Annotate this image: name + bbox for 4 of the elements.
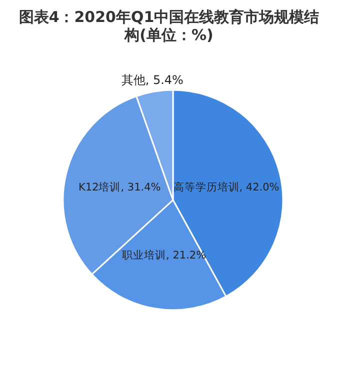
chart-title: 图表4：2020年Q1中国在线教育市场规模结构(单位：%): [18, 8, 320, 44]
slice-label: K12培训, 31.4%: [78, 180, 161, 194]
slice-label: 其他, 5.4%: [121, 72, 184, 87]
slice-label: 高等学历培训, 42.0%: [173, 180, 280, 194]
